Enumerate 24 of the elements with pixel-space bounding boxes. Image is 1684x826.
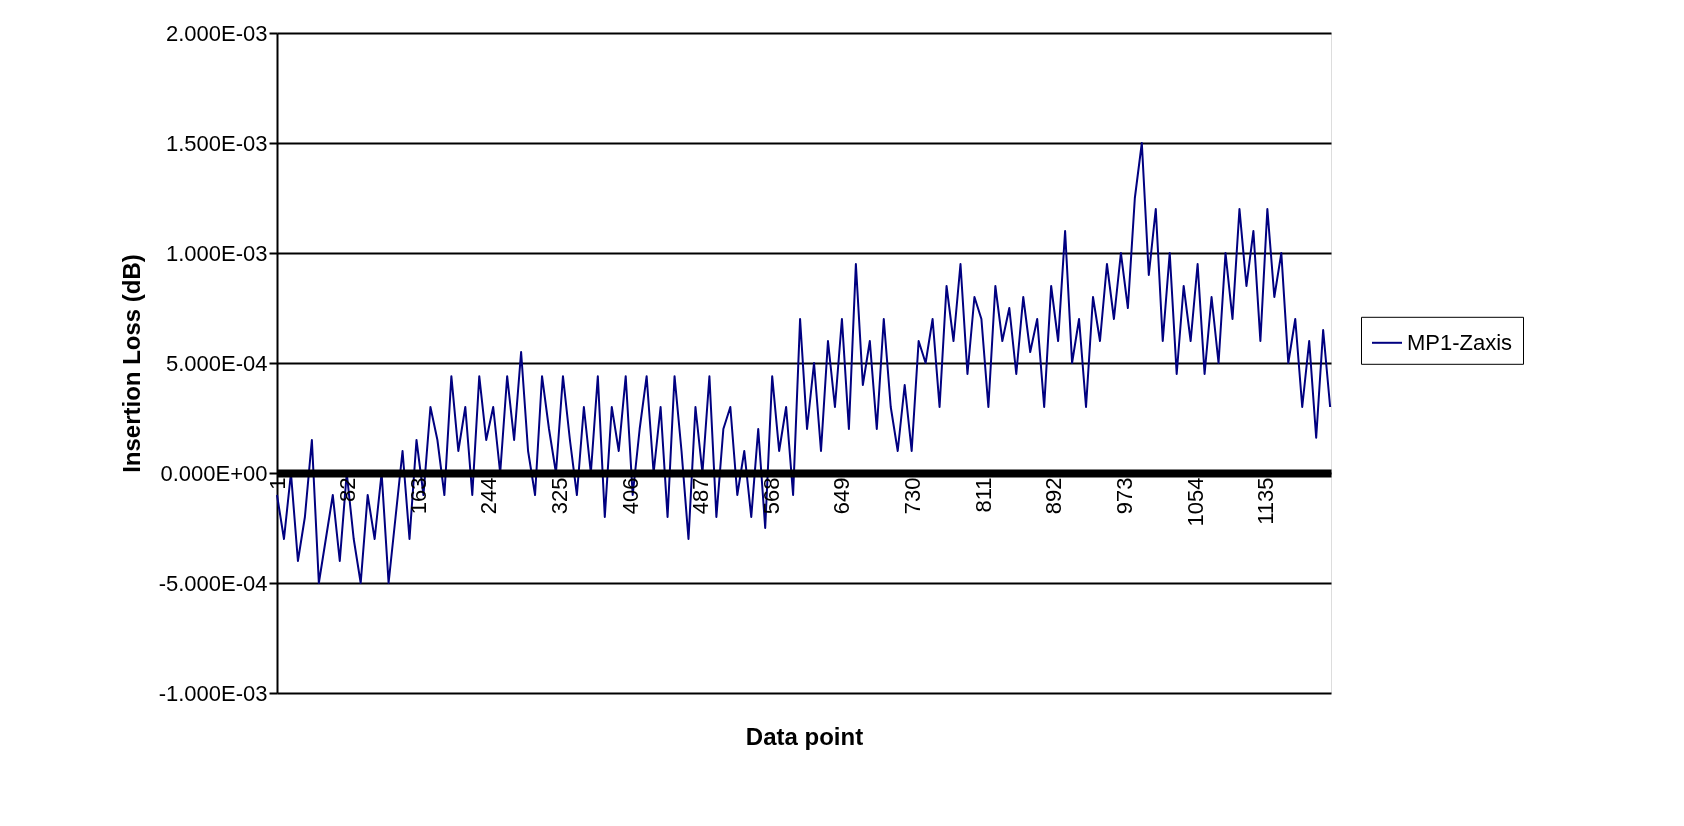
y-tick-label: -5.000E-04 xyxy=(158,570,268,596)
legend-label: MP1-Zaxis xyxy=(1407,329,1513,355)
x-tick-label: 487 xyxy=(688,477,714,515)
x-tick-label: 568 xyxy=(758,477,784,515)
x-tick-label: 406 xyxy=(617,477,643,515)
y-tick-label: 5.000E-04 xyxy=(165,350,268,376)
y-tick-label: 2.000E-03 xyxy=(165,20,268,46)
x-axis-title: Data point xyxy=(745,723,864,751)
x-tick-label: 1054 xyxy=(1182,477,1208,527)
y-tick-label: 1.000E-03 xyxy=(165,240,268,266)
x-tick-label: 1135 xyxy=(1253,477,1279,525)
x-tick-label: 325 xyxy=(546,477,572,515)
y-tick-label: 1.500E-03 xyxy=(165,130,268,156)
y-axis-title: Insertion Loss (dB) xyxy=(117,254,145,473)
x-tick-label: 163 xyxy=(405,477,431,515)
x-tick-label: 973 xyxy=(1111,477,1137,515)
x-tick-label: 82 xyxy=(335,477,361,502)
x-tick-label: 244 xyxy=(476,477,502,515)
y-tick-label: -1.000E-03 xyxy=(158,680,268,706)
x-tick-label: 730 xyxy=(900,477,926,515)
y-tick-label: 0.000E+00 xyxy=(160,460,268,486)
x-tick-label: 892 xyxy=(1041,477,1067,515)
x-tick-label: 811 xyxy=(970,477,996,513)
x-tick-label: 649 xyxy=(829,477,855,515)
